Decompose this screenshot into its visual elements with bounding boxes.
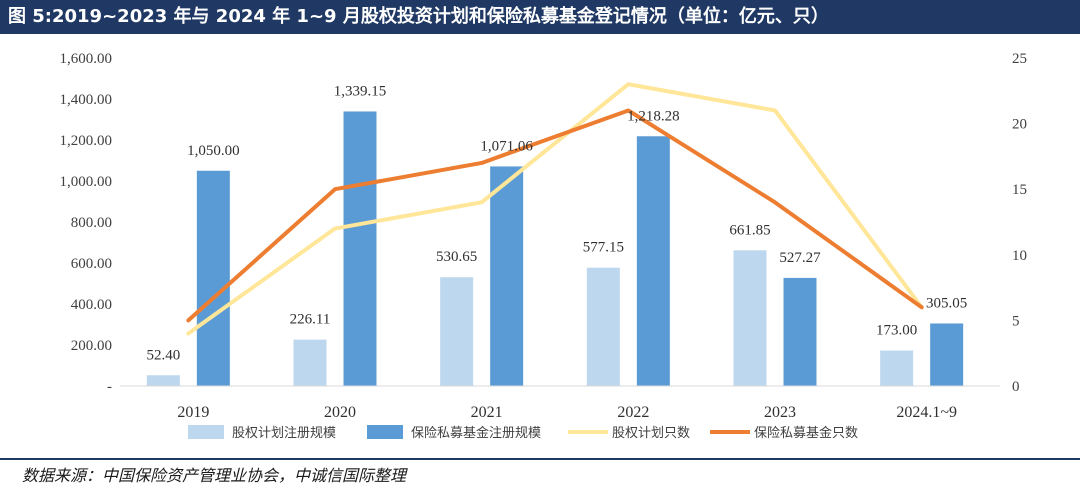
legend: 股权计划注册规模 保险私募基金注册规模 股权计划只数 保险私募基金只数: [188, 425, 858, 441]
pe-scale-bar: [490, 166, 524, 386]
equity-scale-data-label: 226.11: [290, 312, 331, 328]
combo-chart: 52.40 226.11 530.65 577.15 661.85 173.00 1,050…: [60, 51, 1028, 441]
equity-scale-bar: [586, 267, 620, 386]
legend-equity-scale-swatch: [188, 425, 224, 439]
y-left-tick-label: 1,000.00: [60, 174, 113, 190]
legend-equity-scale: 股权计划注册规模: [188, 425, 336, 441]
line-layer: [186, 82, 924, 336]
source-divider: [0, 458, 1080, 460]
y-left-tick-label: 200.00: [71, 338, 112, 354]
y-left-tick-label: 400.00: [71, 297, 112, 313]
x-tick-label: 2024.1~9: [896, 404, 957, 421]
pe-scale-data-label: 305.05: [926, 295, 967, 311]
equity-scale-data-label: 173.00: [876, 323, 917, 339]
equity-scale-data-label: 530.65: [436, 249, 477, 265]
y-left-tick-label: 1,200.00: [60, 133, 113, 149]
pe-scale-bar: [930, 323, 964, 386]
y-right-tick-label: 10: [1012, 248, 1027, 264]
figure-title: 图 5:2019~2023 年与 2024 年 1~9 月股权投资计划和保险私募…: [0, 0, 1080, 34]
y-left-tick-label: -: [107, 379, 112, 395]
equity-scale-data-label: 52.40: [146, 347, 180, 363]
y-right-tick-label: 5: [1012, 313, 1020, 329]
equity-scale-bar: [733, 250, 767, 386]
pe-scale-data-label: 1,050.00: [187, 143, 240, 159]
equity-scale-bar: [146, 375, 180, 386]
legend-pe-count-label: 保险私募基金只数: [754, 425, 858, 441]
label-layer: 52.40 226.11 530.65 577.15 661.85 173.00 1,050…: [146, 83, 967, 363]
legend-pe-count: 保险私募基金只数: [710, 425, 858, 441]
y-right-tick-label: 15: [1012, 182, 1027, 198]
legend-equity-count-label: 股权计划只数: [612, 425, 690, 441]
equity-scale-data-label: 661.85: [729, 222, 770, 238]
pe-scale-bar: [343, 111, 377, 387]
pe-scale-bar: [196, 170, 230, 386]
equity-count-line: [186, 82, 924, 336]
pe-scale-bar: [636, 136, 670, 386]
equity-scale-bar: [440, 277, 474, 386]
y-left-tick-label: 800.00: [71, 215, 112, 231]
equity-scale-bar: [880, 350, 914, 386]
y-left-tick-label: 1,400.00: [60, 92, 113, 108]
y-right-tick-label: 20: [1012, 117, 1027, 133]
pe-scale-data-label: 1,218.28: [627, 108, 680, 124]
x-tick-label: 2019: [177, 404, 209, 421]
source-note: 数据来源：中国保险资产管理业协会，中诚信国际整理: [22, 466, 407, 485]
equity-scale-bar: [293, 339, 327, 386]
y-right-tick-label: 0: [1012, 379, 1020, 395]
legend-pe-scale-swatch: [367, 425, 403, 439]
pe-scale-bar: [783, 277, 817, 386]
y-right-tick-label: 25: [1012, 51, 1027, 67]
legend-equity-scale-label: 股权计划注册规模: [232, 425, 336, 441]
pe-scale-data-label: 1,071.06: [480, 138, 533, 154]
x-tick-label: 2020: [324, 404, 356, 421]
legend-equity-count: 股权计划只数: [568, 425, 690, 441]
x-tick-label: 2021: [471, 404, 503, 421]
axis-layer: - 200.00 400.00 600.00 800.00 1,000.00 1,200.0…: [60, 51, 1028, 421]
pe-scale-data-label: 1,339.15: [334, 83, 387, 99]
x-tick-label: 2023: [764, 404, 796, 421]
legend-pe-scale: 保险私募基金注册规模: [367, 425, 541, 441]
legend-pe-scale-label: 保险私募基金注册规模: [411, 425, 541, 441]
pe-count-line: [186, 108, 924, 323]
pe-scale-data-label: 527.27: [779, 250, 821, 266]
bar-layer: [146, 111, 964, 387]
y-left-tick-label: 1,600.00: [60, 51, 113, 67]
x-tick-label: 2022: [617, 404, 649, 421]
y-left-tick-label: 600.00: [71, 256, 112, 272]
equity-scale-data-label: 577.15: [583, 240, 624, 256]
